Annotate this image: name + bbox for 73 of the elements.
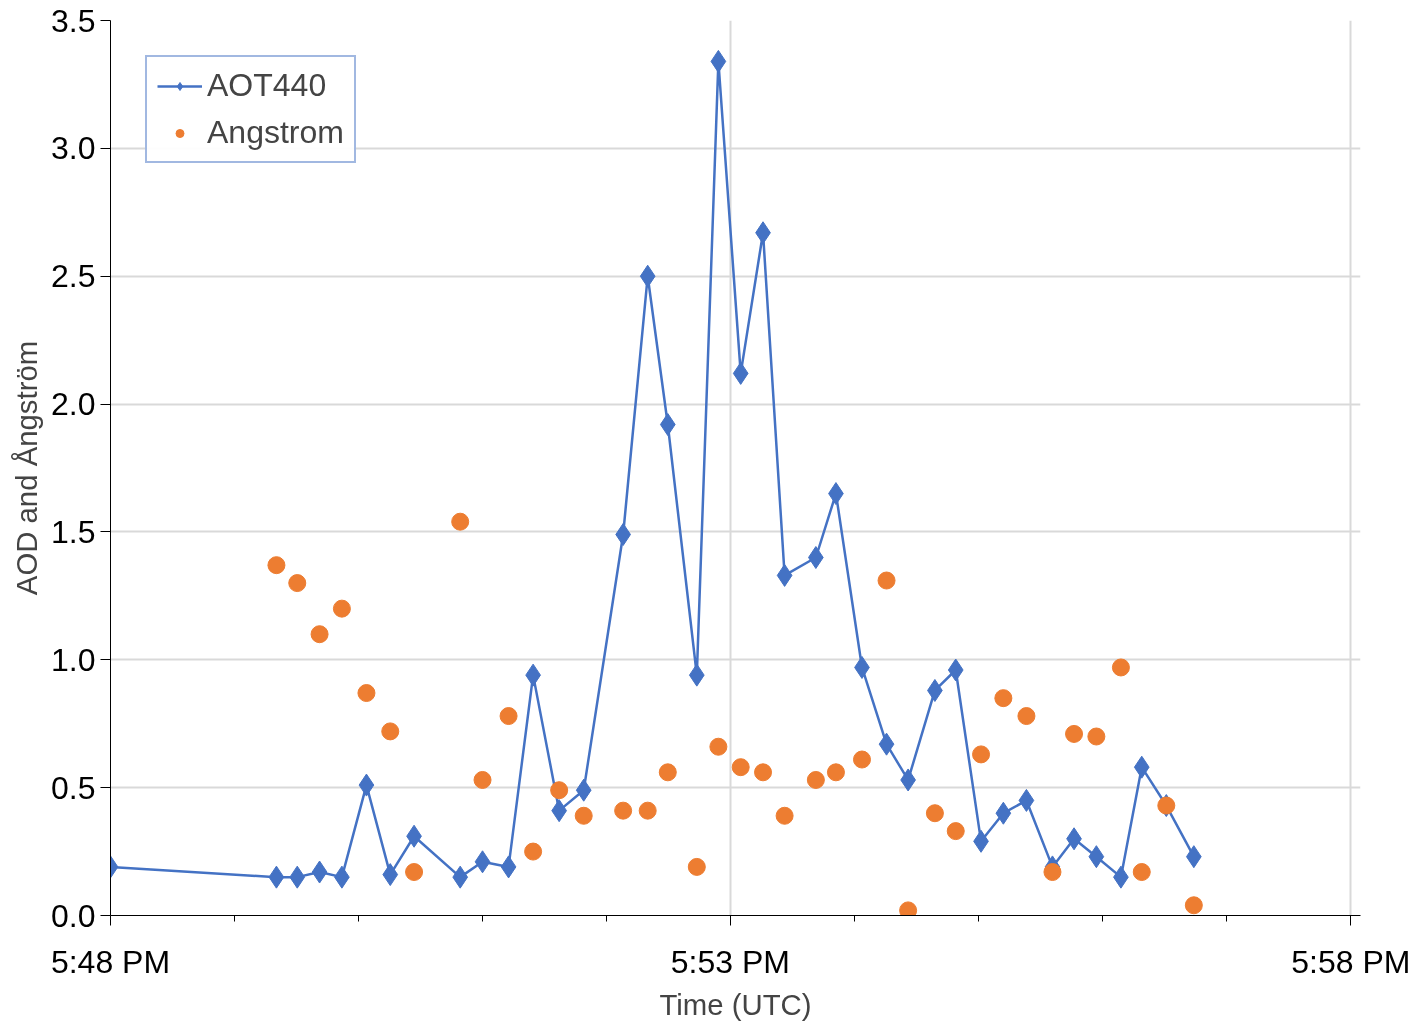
- point: [710, 49, 727, 73]
- y-tick-label: 0.0: [51, 897, 96, 934]
- x-axis-title: Time (UTC): [659, 987, 812, 1021]
- point: [659, 413, 676, 437]
- point: [268, 865, 285, 889]
- point: [878, 732, 895, 756]
- point: [946, 822, 965, 841]
- point: [947, 658, 964, 682]
- point: [709, 737, 728, 756]
- y-tick-label: 1.0: [51, 641, 96, 678]
- point: [451, 512, 470, 531]
- point: [687, 857, 706, 876]
- point: [474, 850, 491, 874]
- y-tick-label: 3.0: [51, 130, 96, 167]
- y-axis-title: AOD and Ångström: [10, 340, 44, 596]
- point: [381, 722, 400, 741]
- point: [358, 773, 375, 797]
- point: [972, 745, 991, 764]
- point: [614, 801, 633, 820]
- point: [775, 806, 794, 825]
- point: [1132, 863, 1151, 882]
- point: [1088, 845, 1105, 869]
- point: [1043, 863, 1062, 882]
- point: [289, 865, 306, 889]
- point: [1017, 707, 1036, 726]
- point: [357, 684, 376, 703]
- x-tick-label: 5:53 PM: [670, 943, 790, 980]
- legend-label: AOT440: [207, 67, 327, 104]
- point: [658, 763, 677, 782]
- point: [688, 663, 705, 687]
- point: [405, 863, 424, 882]
- point: [288, 574, 307, 593]
- point: [877, 571, 896, 590]
- y-tick-label: 2.5: [51, 258, 96, 295]
- legend-label: Angstrom: [207, 114, 344, 151]
- point: [925, 804, 944, 823]
- point: [732, 361, 749, 385]
- x-tick-label: 5:58 PM: [1291, 943, 1411, 980]
- point: [639, 264, 656, 288]
- point: [332, 599, 351, 618]
- point: [310, 625, 329, 644]
- point: [852, 750, 871, 769]
- point: [452, 865, 469, 889]
- x-tick-label: 5:48 PM: [50, 943, 171, 980]
- point: [806, 770, 825, 789]
- point: [267, 556, 286, 575]
- y-tick-label: 3.5: [51, 2, 96, 39]
- point: [995, 801, 1012, 825]
- point: [550, 781, 569, 800]
- point: [382, 863, 399, 887]
- point: [731, 758, 750, 777]
- point: [776, 563, 793, 587]
- point: [1087, 727, 1106, 746]
- point: [575, 778, 592, 802]
- point: [994, 689, 1013, 708]
- point: [524, 842, 543, 861]
- point: [311, 860, 328, 884]
- point: [638, 801, 657, 820]
- point: [499, 707, 518, 726]
- point: [754, 763, 773, 782]
- point: [1184, 896, 1203, 915]
- point: [1133, 755, 1150, 779]
- point: [826, 763, 845, 782]
- point: [899, 901, 918, 916]
- point: [1018, 788, 1035, 812]
- point: [1111, 658, 1130, 677]
- point: [473, 770, 492, 789]
- y-tick-label: 0.5: [51, 769, 96, 806]
- y-tick-label: 2.0: [51, 386, 96, 423]
- point: [500, 855, 517, 879]
- y-tick-label: 1.5: [51, 513, 96, 550]
- point: [574, 806, 593, 825]
- point: [1065, 724, 1084, 743]
